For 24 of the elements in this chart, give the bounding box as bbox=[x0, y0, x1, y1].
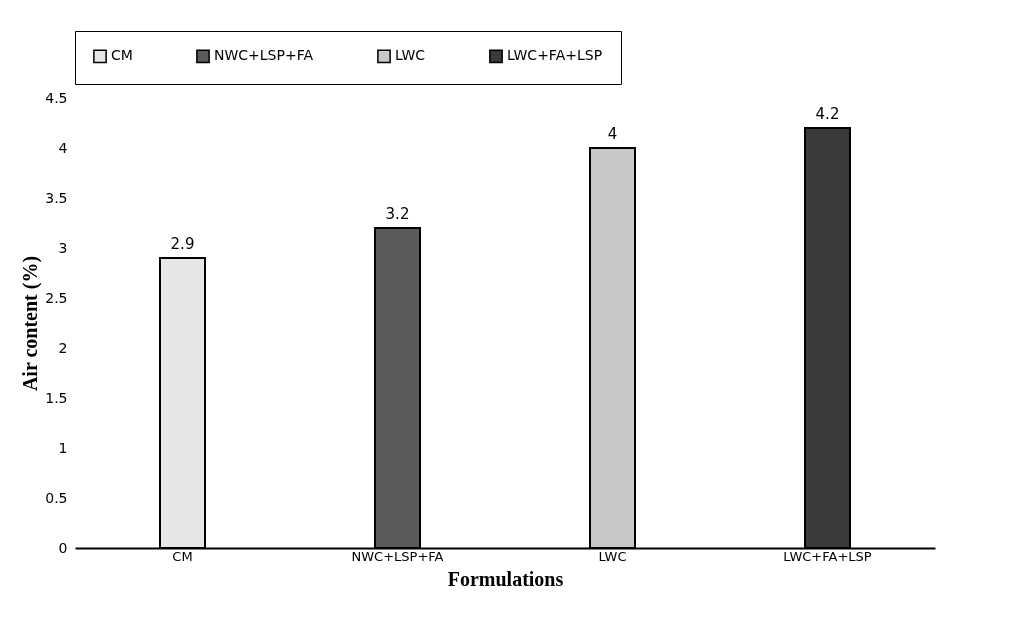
y-tick-label: 0 bbox=[58, 539, 68, 556]
legend-label: NWC+LSP+FA bbox=[214, 47, 314, 64]
data-label: 2.9 bbox=[170, 235, 195, 253]
data-label: 4 bbox=[607, 125, 618, 143]
y-tick-label: 1 bbox=[58, 439, 68, 456]
legend-label: LWC bbox=[395, 47, 426, 64]
y-axis-title: Air content (%) bbox=[19, 255, 43, 392]
y-tick-label: 4.5 bbox=[45, 89, 68, 106]
y-tick-label: 4 bbox=[58, 139, 68, 156]
data-label: 3.2 bbox=[385, 205, 410, 223]
y-tick-label: 3.5 bbox=[45, 189, 68, 206]
y-tick-label: 1.5 bbox=[45, 389, 68, 406]
legend-label: LWC+FA+LSP bbox=[507, 47, 603, 64]
x-tick-label: NWC+LSP+FA bbox=[351, 548, 444, 564]
y-tick-label: 2.5 bbox=[45, 289, 68, 306]
x-axis-title: Formulations bbox=[447, 567, 564, 590]
y-tick-label: 2 bbox=[58, 339, 68, 356]
x-tick-label: CM bbox=[172, 548, 193, 564]
x-tick-label: LWC bbox=[598, 548, 627, 564]
x-tick-label: LWC+FA+LSP bbox=[783, 548, 872, 564]
data-label: 4.2 bbox=[815, 105, 840, 123]
legend-label: CM bbox=[111, 47, 133, 64]
y-tick-label: 0.5 bbox=[45, 489, 68, 506]
y-tick-label: 3 bbox=[58, 239, 68, 256]
